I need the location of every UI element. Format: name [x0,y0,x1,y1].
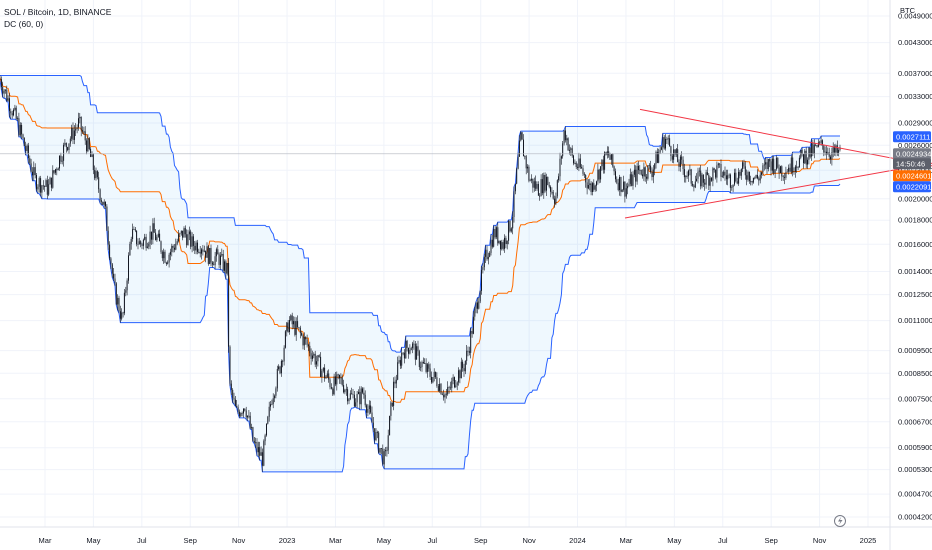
basis-tag: 0.0024601 [893,170,931,182]
upper-band-tag: 0.0027111 [893,131,931,143]
time-tick-label: Sep [764,536,777,545]
channel-lower-line [0,79,841,473]
time-tick-label: Sep [184,536,197,545]
time-tick-label: 2023 [279,536,296,545]
price-tick-label: 0.0006700 [898,417,932,426]
indicator-title[interactable]: DC (60, 0) [4,19,44,29]
chart-grid [0,0,890,527]
channel-upper-line [0,75,840,353]
lower-band-tag: 0.0022091 [893,181,931,193]
time-tick-label: Jul [427,536,437,545]
time-tick-label: Nov [813,536,827,545]
price-tick-label: 0.0016000 [898,240,932,249]
price-axis-unit: BTC [900,6,916,15]
price-tick-label: 0.0004700 [898,490,932,499]
candle-bodies [0,78,841,466]
channel-basis-line [0,77,841,403]
time-tick-label: May [667,536,681,545]
price-tick-label: 0.0007500 [898,394,932,403]
time-tick-label: Jul [137,536,147,545]
price-tick-label: 0.0009500 [898,346,932,355]
price-tick-label: 0.0004200 [898,513,932,522]
time-tick-label: Mar [39,536,52,545]
upper-trendline[interactable] [639,108,932,167]
price-axis-ticks: 0.0049000 0.0043000 0.0037000 0.0033000 0.00… [898,12,932,522]
time-tick-label: Mar [619,536,632,545]
chart-legend: SOL / Bitcoin, 1D, BINANCE DC (60, 0) [4,6,111,30]
time-tick-label: May [86,536,100,545]
time-tick-label: Jul [718,536,728,545]
price-tick-label: 0.0011000 [898,316,932,325]
candlestick-series [0,75,841,472]
last-price-tag: 0.0024934 [893,148,931,160]
price-tick-label: 0.0037000 [898,69,932,78]
price-tick-label: 0.0033000 [898,92,932,101]
price-tick-label: 0.0018000 [898,216,932,225]
svg-text:0.0027111: 0.0027111 [896,132,930,141]
flash-icon[interactable] [834,515,846,527]
price-tick-label: 0.0014000 [898,267,932,276]
time-tick-label: Nov [522,536,536,545]
price-tick-label: 0.0043000 [898,38,932,47]
price-tick-label: 0.0049000 [898,12,932,21]
time-tick-label: Mar [329,536,342,545]
symbol-title[interactable]: SOL / Bitcoin, 1D, BINANCE [4,7,112,17]
svg-text:14:50:46: 14:50:46 [896,159,925,168]
countdown-tag: 14:50:46 [893,158,931,170]
lower-trendline[interactable] [624,162,932,219]
svg-text:0.0024934: 0.0024934 [896,149,931,158]
price-tick-label: 0.0029000 [898,118,932,127]
price-tick-label: 0.0020000 [898,194,932,203]
time-axis-ticks: Mar May Jul Sep Nov 2023 Mar May Jul Sep Nov 2024 Ma… [39,536,877,545]
time-tick-label: Sep [474,536,487,545]
donchian-channel [0,75,841,473]
price-tick-label: 0.0012500 [898,290,932,299]
svg-text:0.0022091: 0.0022091 [896,182,931,191]
svg-text:0.0024601: 0.0024601 [896,171,931,180]
time-tick-label: Nov [232,536,246,545]
time-tick-label: May [377,536,391,545]
triangle-trendlines[interactable] [0,108,932,219]
time-tick-label: 2024 [569,536,586,545]
time-tick-label: 2025 [860,536,877,545]
price-tick-label: 0.0026000 [898,141,932,150]
price-tick-label: 0.0023000 [898,166,932,175]
price-tick-label: 0.0005300 [898,465,932,474]
channel-fill [0,75,840,472]
price-tick-label: 0.0008500 [898,369,932,378]
price-tick-label: 0.0005900 [898,443,932,452]
price-tags: 0.00271110.002493414:50:460.00246010.002… [893,131,931,193]
